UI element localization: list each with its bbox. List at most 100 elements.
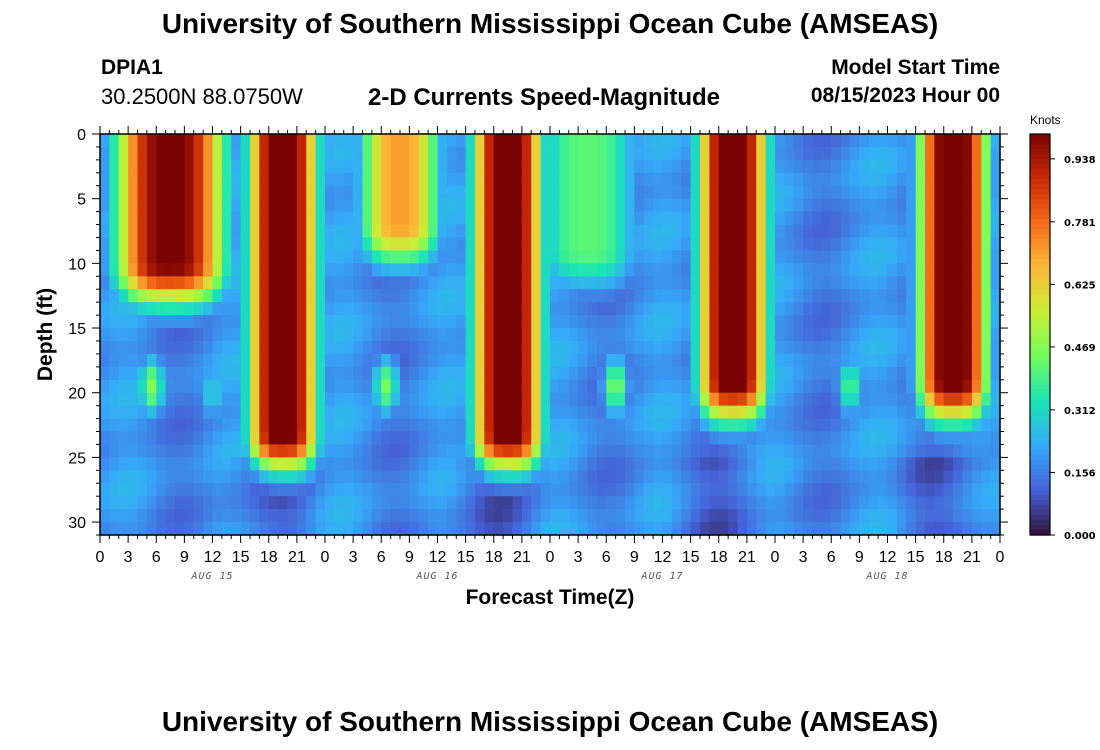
heatmap-cell bbox=[175, 315, 185, 329]
heatmap-cell bbox=[850, 522, 860, 536]
heatmap-cell bbox=[728, 263, 739, 277]
heatmap-cell bbox=[306, 470, 317, 484]
heatmap-cell bbox=[540, 289, 551, 303]
heatmap-cell bbox=[709, 496, 720, 510]
heatmap-cell bbox=[653, 289, 664, 303]
heatmap-cell bbox=[278, 263, 289, 277]
heatmap-cell bbox=[325, 470, 335, 484]
heatmap-cell bbox=[690, 522, 701, 536]
heatmap-cell bbox=[371, 328, 382, 342]
heatmap-cell bbox=[203, 159, 214, 174]
heatmap-cell bbox=[446, 185, 457, 200]
heatmap-cell bbox=[859, 353, 870, 368]
heatmap-cell bbox=[859, 198, 870, 213]
heatmap-cell bbox=[475, 211, 485, 226]
heatmap-cell bbox=[165, 224, 176, 239]
heatmap-cell bbox=[503, 509, 514, 523]
heatmap-cell bbox=[971, 470, 982, 484]
heatmap-cell bbox=[943, 211, 954, 226]
heatmap-cell bbox=[484, 353, 495, 368]
heatmap-cell bbox=[990, 379, 1001, 394]
heatmap-cell bbox=[240, 276, 251, 290]
heatmap-cell bbox=[156, 470, 167, 484]
heatmap-cell bbox=[484, 172, 495, 187]
heatmap-cell bbox=[446, 224, 457, 239]
heatmap-cell bbox=[146, 483, 157, 497]
heatmap-cell bbox=[250, 146, 260, 161]
heatmap-cell bbox=[353, 379, 364, 394]
heatmap-cell bbox=[681, 159, 692, 174]
heatmap-cell bbox=[709, 146, 720, 161]
heatmap-cell bbox=[728, 276, 739, 290]
heatmap-cell bbox=[221, 522, 232, 536]
heatmap-cell bbox=[803, 302, 814, 316]
heatmap-cell bbox=[109, 302, 120, 316]
heatmap-cell bbox=[446, 392, 457, 407]
heatmap-cell bbox=[606, 302, 617, 316]
colorbar-segment bbox=[1030, 199, 1050, 205]
heatmap-cell bbox=[568, 134, 579, 148]
heatmap-cell bbox=[268, 392, 279, 407]
heatmap-cell bbox=[718, 496, 729, 510]
heatmap-cell bbox=[550, 340, 560, 355]
heatmap-cell bbox=[690, 237, 701, 252]
heatmap-cell bbox=[409, 418, 420, 433]
heatmap-cell bbox=[700, 457, 710, 471]
heatmap-cell bbox=[915, 340, 926, 355]
heatmap-cell bbox=[334, 418, 345, 433]
heatmap-cell bbox=[953, 353, 964, 368]
heatmap-cell bbox=[803, 263, 814, 277]
heatmap-cell bbox=[400, 276, 410, 290]
heatmap-cell bbox=[540, 276, 551, 290]
heatmap-cell bbox=[428, 431, 439, 446]
heatmap-cell bbox=[625, 470, 635, 484]
heatmap-cell bbox=[212, 457, 223, 471]
heatmap-cell bbox=[568, 392, 579, 407]
heatmap-cell bbox=[493, 366, 504, 381]
heatmap-cell bbox=[812, 418, 823, 433]
heatmap-cell bbox=[287, 315, 298, 329]
colorbar-segment bbox=[1030, 234, 1050, 240]
heatmap-cell bbox=[606, 418, 617, 433]
heatmap-cell bbox=[690, 146, 701, 161]
heatmap-cell bbox=[259, 289, 270, 303]
heatmap-cell bbox=[709, 470, 720, 484]
heatmap-cell bbox=[343, 457, 354, 471]
heatmap-cell bbox=[634, 198, 645, 213]
heatmap-cell bbox=[465, 159, 476, 174]
heatmap-cell bbox=[531, 172, 542, 187]
heatmap-cell bbox=[925, 340, 935, 355]
heatmap-cell bbox=[878, 470, 889, 484]
heatmap-cell bbox=[671, 237, 682, 252]
heatmap-cell bbox=[784, 263, 795, 277]
heatmap-cell bbox=[615, 224, 626, 239]
heatmap-cell bbox=[334, 146, 345, 161]
heatmap-cell bbox=[643, 250, 654, 264]
heatmap-cell bbox=[971, 379, 982, 394]
day-label: AUG 18 bbox=[865, 571, 908, 582]
heatmap-cell bbox=[325, 522, 335, 536]
heatmap-cell bbox=[896, 353, 907, 368]
heatmap-cell bbox=[953, 315, 964, 329]
heatmap-cell bbox=[100, 496, 110, 510]
heatmap-cell bbox=[737, 353, 748, 368]
heatmap-cell bbox=[306, 353, 317, 368]
heatmap-cell bbox=[803, 289, 814, 303]
heatmap-cell bbox=[681, 172, 692, 187]
heatmap-cell bbox=[118, 315, 129, 329]
heatmap-cell bbox=[812, 276, 823, 290]
heatmap-cell bbox=[475, 263, 485, 277]
heatmap-cell bbox=[325, 366, 335, 381]
heatmap-cell bbox=[775, 418, 785, 433]
heatmap-cell bbox=[690, 366, 701, 381]
heatmap-cell bbox=[953, 457, 964, 471]
heatmap-cell bbox=[100, 302, 110, 316]
heatmap-cell bbox=[990, 198, 1001, 213]
heatmap-cell bbox=[653, 431, 664, 446]
heatmap-cell bbox=[962, 198, 973, 213]
heatmap-cell bbox=[859, 172, 870, 187]
heatmap-cell bbox=[878, 379, 889, 394]
heatmap-cell bbox=[784, 289, 795, 303]
heatmap-cell bbox=[278, 340, 289, 355]
heatmap-cell bbox=[728, 522, 739, 536]
